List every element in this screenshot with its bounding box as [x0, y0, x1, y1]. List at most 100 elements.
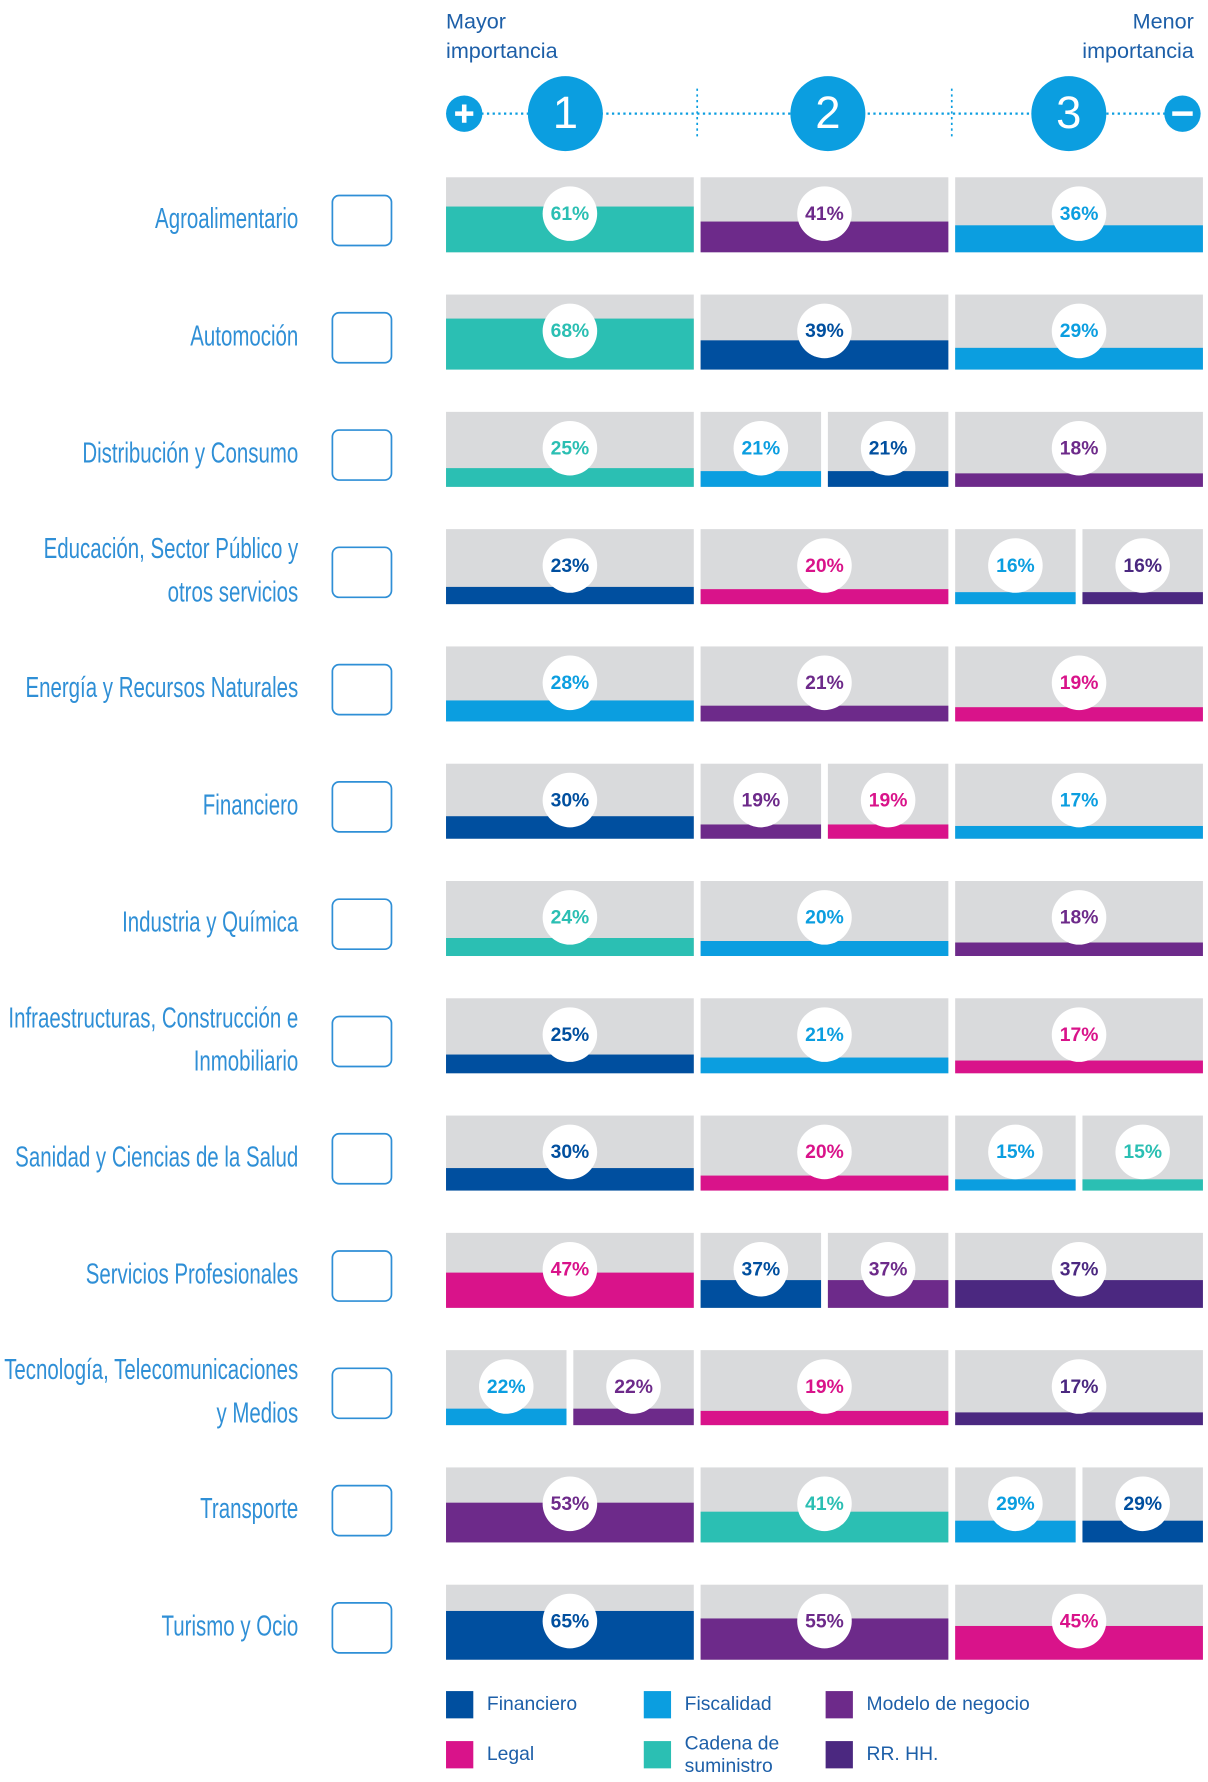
sector-icon: [331, 311, 393, 364]
sector-label-group: Educación, Sector Público y: [44, 534, 299, 565]
sector-label: Transporte: [200, 1494, 298, 1525]
sector-label-group: otros servicios: [168, 577, 299, 608]
legend-label-line: Cadena de: [685, 1734, 779, 1755]
value-label: 29%: [1123, 1494, 1162, 1515]
sector-icon: [331, 1250, 393, 1302]
legend-swatch: [446, 1741, 474, 1769]
value-label: 25%: [551, 438, 590, 459]
label-circle: [542, 772, 598, 828]
label-circle: [1051, 303, 1107, 359]
label-circle: [1051, 1359, 1107, 1414]
bar: [955, 942, 1203, 957]
sector-label-group: Industria y Química: [122, 908, 298, 939]
legend-label: Financiero: [487, 1694, 577, 1715]
label-circle: [1115, 1476, 1170, 1532]
bar: [827, 824, 949, 839]
sector-icon: [331, 898, 393, 951]
label-circle: [1051, 186, 1107, 241]
label-circle: [1051, 655, 1107, 711]
sector-label: Inmobiliario: [194, 1046, 299, 1077]
sector-label-group: Sanidad y Ciencias de la Salud: [15, 1142, 298, 1173]
bar: [1082, 592, 1203, 605]
sector-label: otros servicios: [168, 577, 299, 608]
rank-label: 1: [553, 87, 578, 138]
label-circle: [988, 1476, 1043, 1532]
value-label: 18%: [1060, 908, 1099, 929]
bar: [446, 586, 694, 605]
value-label: 25%: [551, 1025, 590, 1046]
bar: [700, 941, 949, 957]
label-circle: [1115, 1124, 1170, 1180]
label-circle: [860, 772, 916, 828]
label-circle: [797, 303, 852, 359]
label-circle: [1051, 772, 1107, 828]
label-circle: [478, 1359, 534, 1414]
bar: [955, 592, 1076, 605]
legend-label: Cadena de suministro: [685, 1734, 779, 1778]
sector-label: Infraestructuras, Construcción e: [8, 1003, 298, 1034]
legend-swatch: [825, 1741, 853, 1769]
sector-label-group: Energía y Recursos Naturales: [25, 673, 298, 704]
value-label: 15%: [1123, 1142, 1162, 1163]
sector-label-group: y Medios: [216, 1398, 298, 1429]
value-label: 20%: [805, 556, 844, 577]
sector-label-group: Transporte: [200, 1494, 298, 1525]
bar: [700, 471, 822, 487]
value-label: 19%: [742, 790, 781, 811]
sector-label-group: Distribución y Consumo: [82, 438, 298, 469]
value-label: 16%: [1123, 556, 1162, 577]
value-label: 16%: [996, 556, 1035, 577]
sector-label: Financiero: [203, 790, 298, 821]
sector-label-group: Turismo y Ocio: [162, 1611, 299, 1642]
bar: [955, 473, 1203, 487]
legend-swatch: [446, 1691, 474, 1719]
sector-icon: [331, 194, 393, 247]
bar: [827, 471, 949, 487]
value-label: 19%: [869, 790, 908, 811]
bar: [446, 700, 694, 722]
sector-label: Distribución y Consumo: [82, 438, 298, 469]
value-label: 53%: [551, 1494, 590, 1515]
value-label: 45%: [1060, 1611, 1099, 1632]
label-circle: [797, 1593, 852, 1649]
rank-label: 2: [815, 87, 840, 138]
sector-icon: [331, 429, 393, 481]
label-circle: [542, 1241, 598, 1297]
sector-icon: [331, 1015, 393, 1068]
value-label: 61%: [551, 204, 590, 225]
label-circle: [733, 772, 789, 828]
rank-label: 3: [1056, 87, 1081, 138]
label-circle: [606, 1359, 661, 1414]
bar: [955, 825, 1203, 839]
sector-label-group: Tecnología, Telecomunicaciones: [4, 1355, 298, 1386]
legend-swatch: [825, 1691, 853, 1719]
sector-label: Industria y Química: [122, 908, 298, 939]
value-label: 28%: [551, 673, 590, 694]
bar: [955, 707, 1203, 722]
label-circle: [542, 186, 598, 241]
sector-label-group: Financiero: [203, 790, 298, 821]
label-circle: [542, 1007, 598, 1062]
label-circle: [733, 1241, 789, 1297]
sector-label: Tecnología, Telecomunicaciones: [4, 1355, 298, 1386]
value-label: 29%: [1060, 321, 1099, 342]
bar: [446, 1408, 567, 1426]
value-label: 68%: [551, 321, 590, 342]
rank-circle: [1031, 76, 1107, 152]
sector-label: Energía y Recursos Naturales: [25, 673, 298, 704]
bar: [446, 1054, 694, 1074]
value-label: 17%: [1060, 1377, 1099, 1398]
value-label: 22%: [614, 1377, 653, 1398]
bar: [573, 1408, 694, 1426]
legend-label-line: suministro: [685, 1756, 773, 1777]
bar: [700, 589, 949, 605]
value-label: 37%: [742, 1259, 781, 1280]
bar: [1082, 1520, 1203, 1543]
bar: [700, 1057, 949, 1074]
sector-icon: [331, 1132, 393, 1185]
sector-label: Agroalimentario: [155, 204, 298, 235]
bar: [955, 1179, 1076, 1191]
label-circle: [542, 1124, 598, 1180]
label-circle: [988, 538, 1043, 593]
value-label: 21%: [805, 1025, 844, 1046]
